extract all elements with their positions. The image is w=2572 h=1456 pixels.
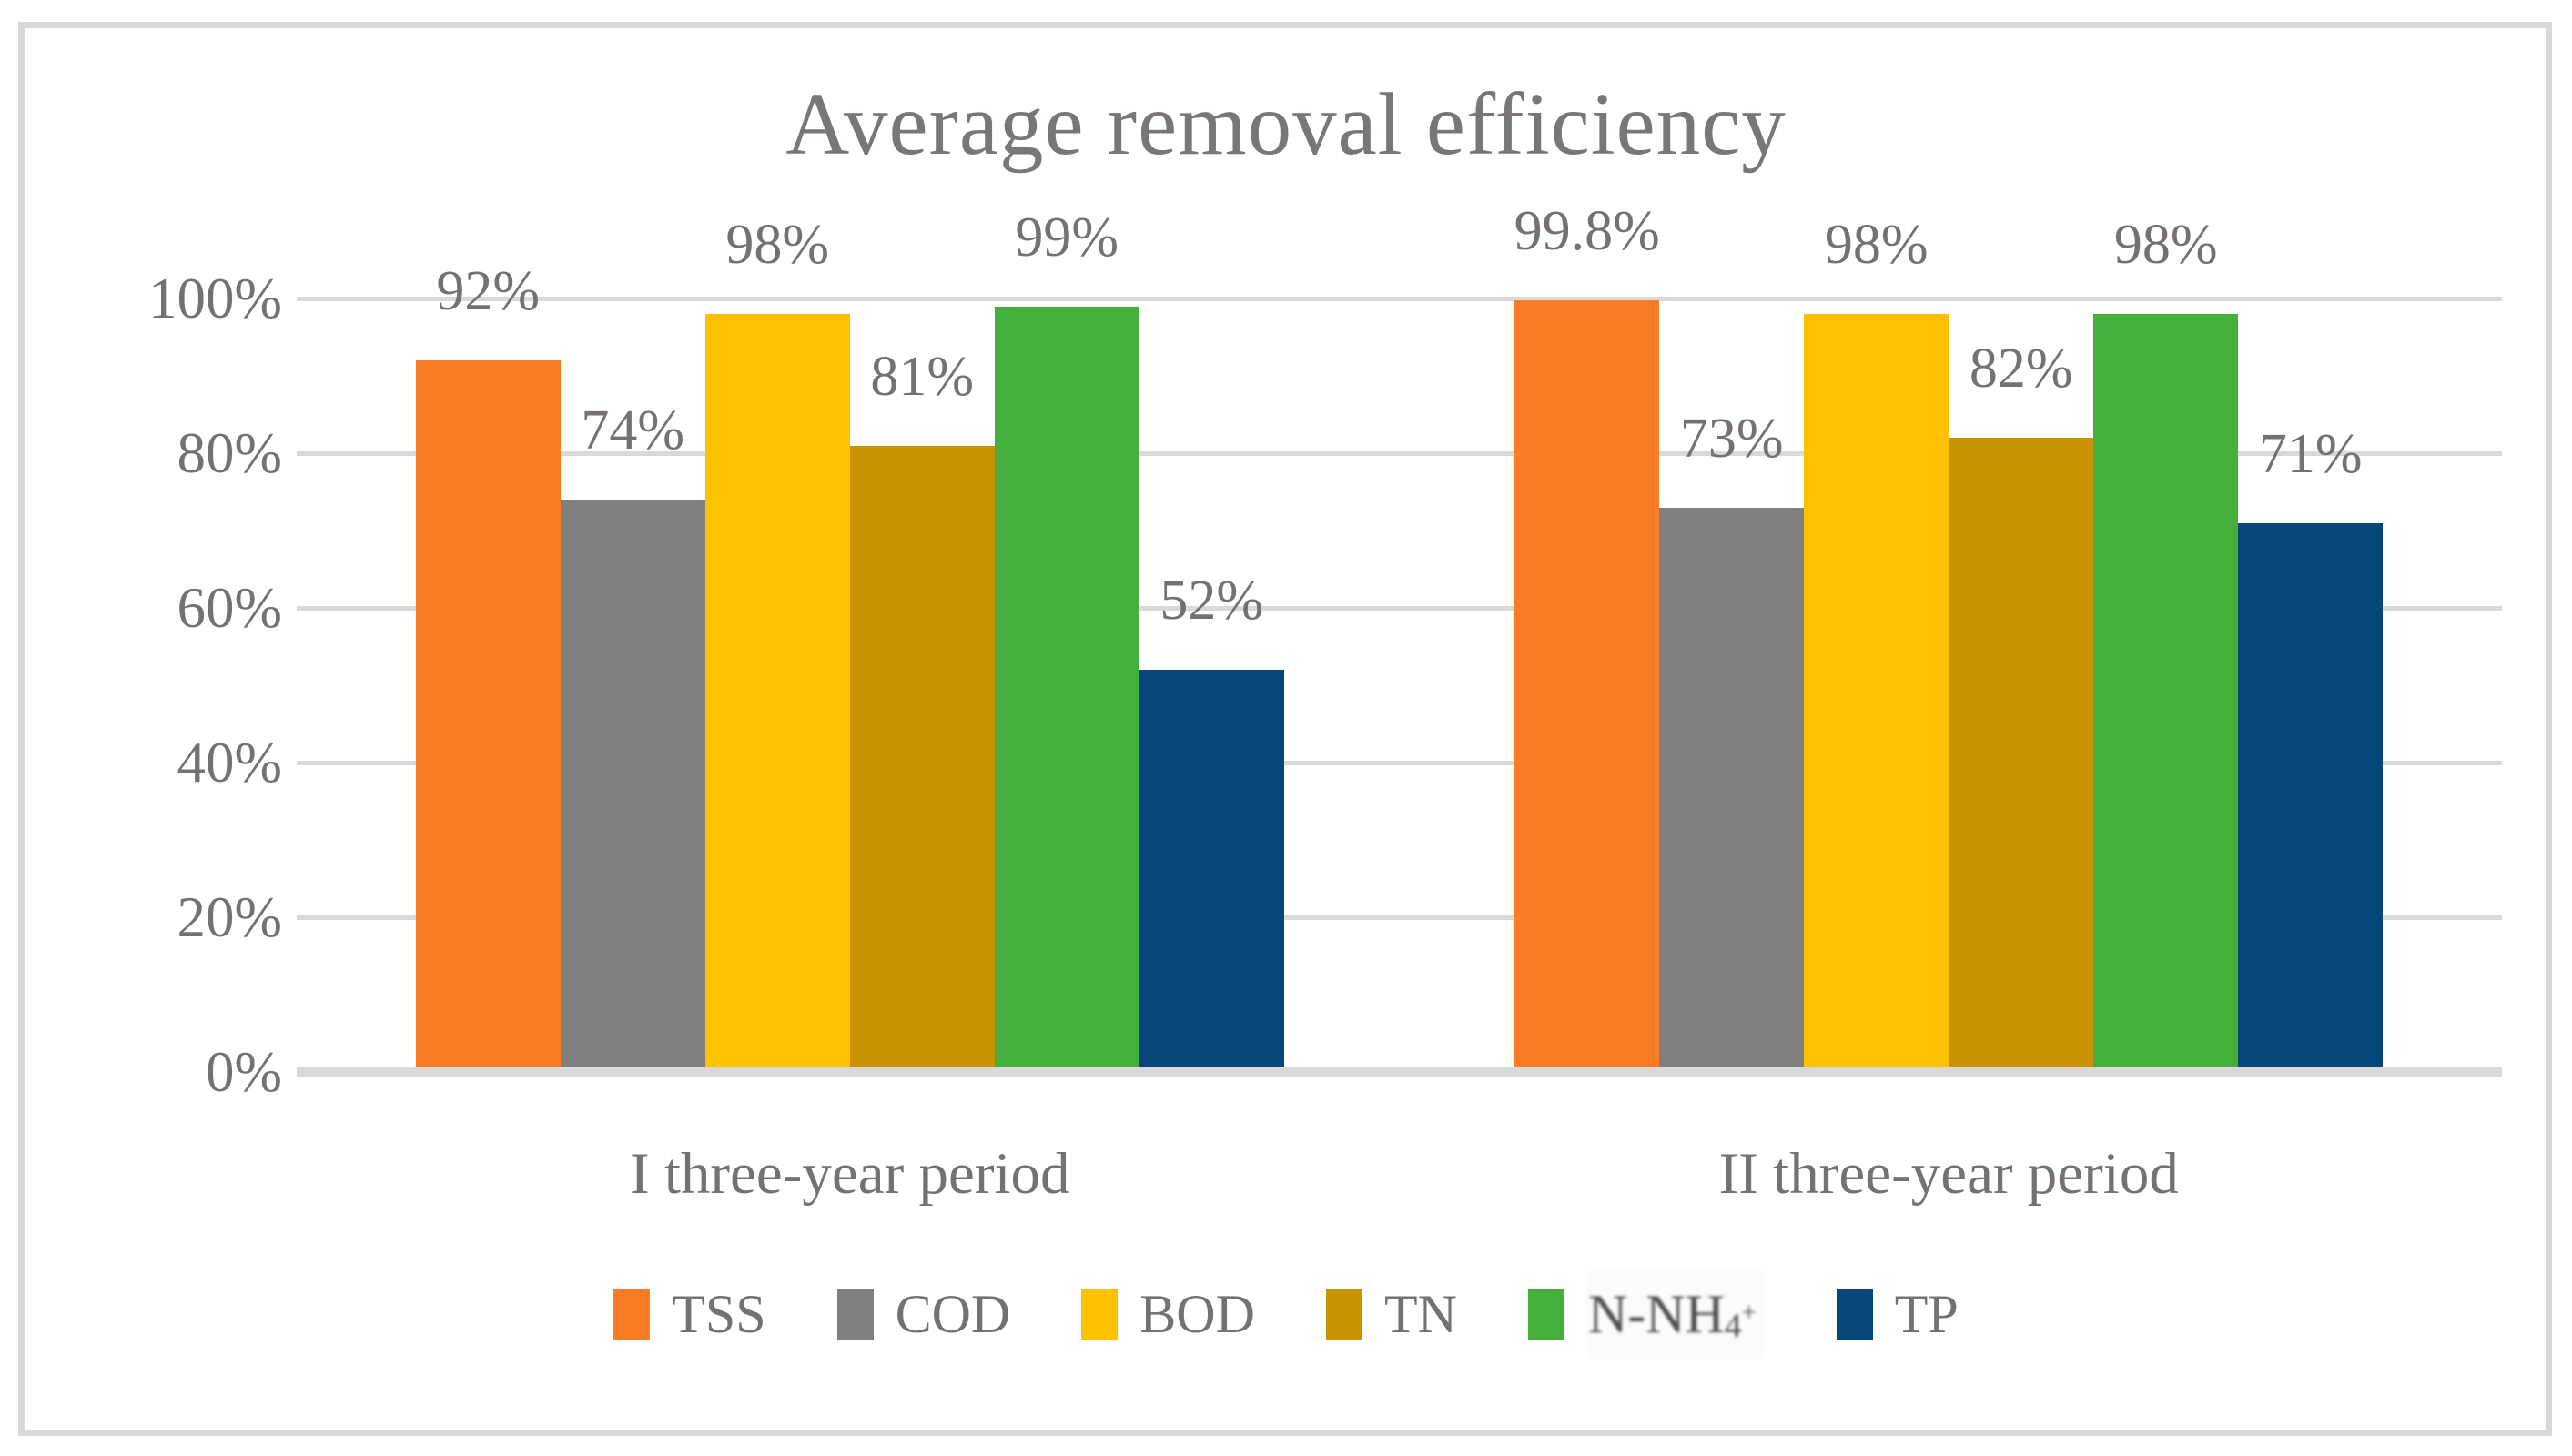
y-axis-tick-label: 80% xyxy=(177,421,282,485)
bar-COD-1 xyxy=(560,500,705,1072)
bar-data-label: 98% xyxy=(2113,214,2218,276)
y-axis-tick-label: 40% xyxy=(177,731,282,794)
x-axis-line xyxy=(297,1067,2502,1077)
bar-TN-2 xyxy=(1949,438,2094,1072)
legend-item-NNH4: N-NH4+ xyxy=(1527,1270,1766,1360)
figure-border xyxy=(18,22,2552,1436)
legend-label: BOD xyxy=(1139,1284,1255,1345)
legend-swatch-COD xyxy=(836,1289,874,1340)
legend-label: TSS xyxy=(672,1284,766,1345)
bar-TSS-1 xyxy=(415,360,561,1072)
bar-data-label: 98% xyxy=(1824,214,1929,276)
legend-item-TN: TN xyxy=(1325,1283,1457,1346)
legend-item-TSS: TSS xyxy=(613,1283,766,1346)
gridline xyxy=(297,760,2502,765)
gridline xyxy=(297,450,2502,456)
legend-swatch-TP xyxy=(1836,1289,1873,1340)
bar-COD-2 xyxy=(1659,507,1805,1072)
y-axis-tick-label: 60% xyxy=(177,576,282,640)
y-axis-tick-label: 0% xyxy=(206,1040,282,1104)
chart-title: Average removal efficiency xyxy=(785,76,1787,173)
bar-data-label: 71% xyxy=(2258,422,2363,485)
bar-TSS-2 xyxy=(1514,299,1660,1072)
bar-TN-1 xyxy=(849,445,995,1072)
legend-swatch-TN xyxy=(1325,1289,1362,1340)
bar-BOD-2 xyxy=(1804,314,1949,1072)
legend: TSS COD BOD TN N-NH4+ TP xyxy=(0,1270,2572,1360)
bar-data-label: 73% xyxy=(1679,407,1784,470)
x-axis-category-label: II three-year period xyxy=(1718,1141,2179,1207)
bar-data-label: 98% xyxy=(725,214,830,276)
legend-swatch-BOD xyxy=(1081,1289,1119,1340)
legend-label: TP xyxy=(1894,1284,1959,1345)
legend-swatch-TSS xyxy=(613,1289,651,1340)
legend-item-TP: TP xyxy=(1836,1283,1959,1346)
gridline xyxy=(297,605,2502,611)
y-axis-tick-label: 20% xyxy=(177,885,282,949)
y-axis-tick-label: 100% xyxy=(148,267,282,330)
legend-label: COD xyxy=(895,1284,1011,1345)
bar-data-label: 74% xyxy=(581,399,685,461)
bar-TP-2 xyxy=(2238,522,2384,1072)
bar-data-label: 99.8% xyxy=(1514,199,1660,262)
bar-NNH4-1 xyxy=(994,306,1139,1072)
bar-TP-1 xyxy=(1139,670,1284,1072)
x-axis-category-label: I three-year period xyxy=(629,1141,1070,1207)
bar-data-label: 81% xyxy=(870,345,975,408)
bar-data-label: 82% xyxy=(1969,338,2073,399)
bar-data-label: 92% xyxy=(436,260,541,322)
legend-swatch-NNH4 xyxy=(1527,1289,1564,1340)
legend-label: N-NH4+ xyxy=(1585,1270,1766,1360)
legend-item-BOD: BOD xyxy=(1081,1283,1255,1346)
gridline xyxy=(297,296,2502,301)
bar-BOD-1 xyxy=(704,314,850,1072)
gridline xyxy=(297,915,2502,920)
legend-label: TN xyxy=(1383,1284,1457,1345)
bar-data-label: 99% xyxy=(1015,206,1119,268)
bar-NNH4-2 xyxy=(2093,314,2239,1072)
bar-data-label: 52% xyxy=(1159,570,1264,632)
legend-item-COD: COD xyxy=(836,1283,1011,1346)
